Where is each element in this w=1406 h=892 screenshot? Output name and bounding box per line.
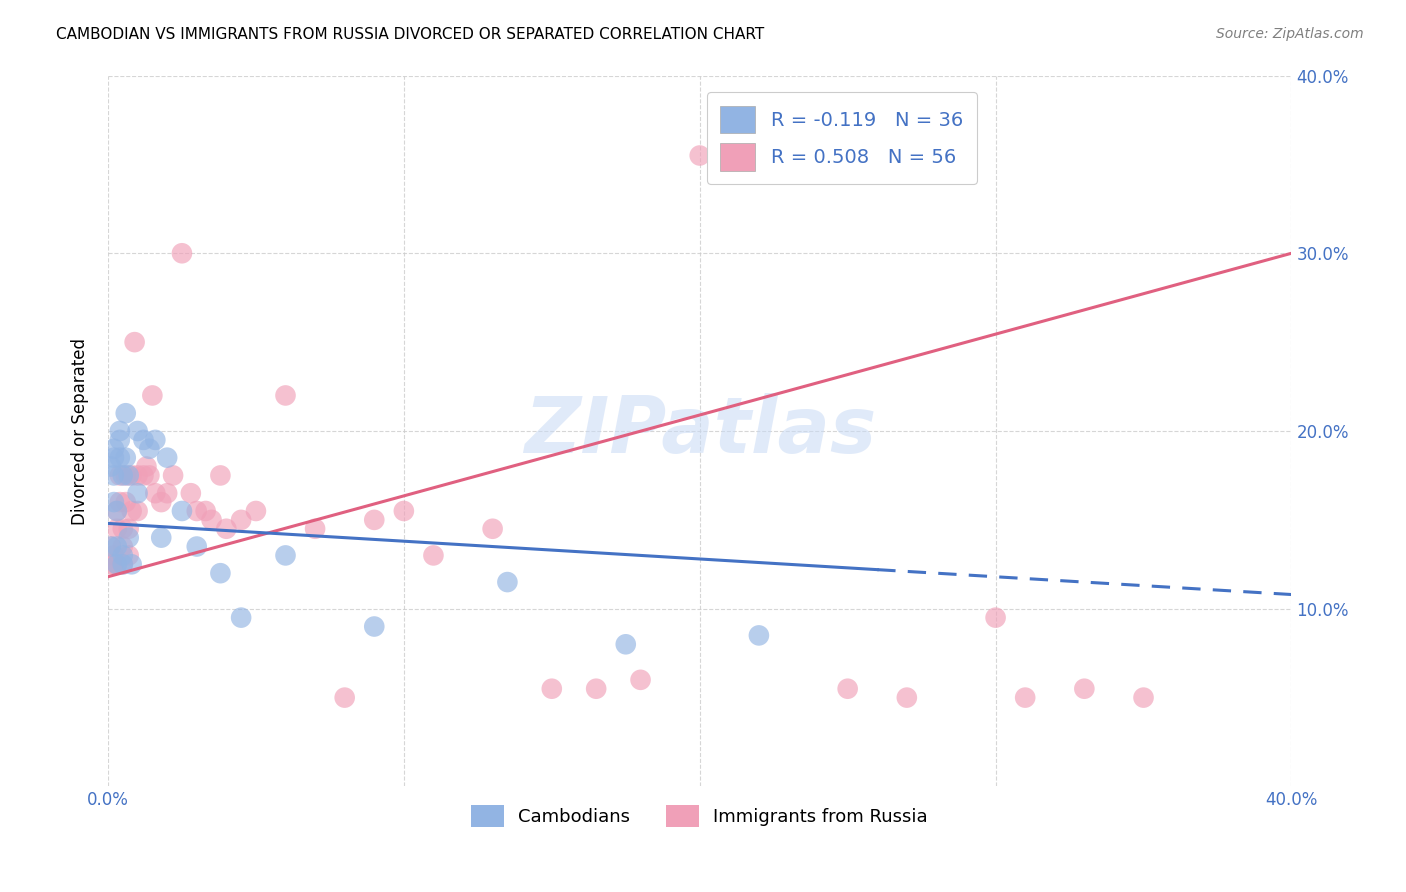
- Point: [231, 610, 253, 624]
- Point: [156, 486, 179, 500]
- Point: [143, 433, 166, 447]
- Point: [121, 504, 143, 518]
- Point: [105, 504, 128, 518]
- Point: [304, 522, 326, 536]
- Point: [1132, 690, 1154, 705]
- Point: [114, 450, 136, 465]
- Point: [121, 468, 143, 483]
- Point: [105, 558, 128, 572]
- Point: [132, 468, 155, 483]
- Point: [118, 522, 141, 536]
- Point: [111, 522, 134, 536]
- Point: [215, 522, 238, 536]
- Text: ZIPatlas: ZIPatlas: [523, 393, 876, 469]
- Point: [363, 513, 385, 527]
- Point: [333, 690, 356, 705]
- Point: [200, 513, 222, 527]
- Point: [274, 388, 297, 402]
- Point: [231, 513, 253, 527]
- Y-axis label: Divorced or Separated: Divorced or Separated: [72, 337, 89, 524]
- Point: [111, 468, 134, 483]
- Point: [108, 433, 131, 447]
- Point: [138, 468, 160, 483]
- Point: [689, 148, 711, 162]
- Point: [118, 549, 141, 563]
- Point: [630, 673, 652, 687]
- Point: [111, 549, 134, 563]
- Point: [143, 486, 166, 500]
- Point: [127, 504, 149, 518]
- Point: [614, 637, 637, 651]
- Point: [127, 424, 149, 438]
- Point: [103, 450, 125, 465]
- Point: [118, 531, 141, 545]
- Point: [105, 504, 128, 518]
- Point: [392, 504, 415, 518]
- Point: [170, 504, 193, 518]
- Point: [103, 549, 125, 563]
- Point: [105, 558, 128, 572]
- Point: [108, 495, 131, 509]
- Point: [105, 522, 128, 536]
- Point: [1073, 681, 1095, 696]
- Point: [1014, 690, 1036, 705]
- Point: [141, 388, 163, 402]
- Point: [170, 246, 193, 260]
- Point: [111, 540, 134, 554]
- Point: [180, 486, 202, 500]
- Point: [121, 558, 143, 572]
- Point: [748, 628, 770, 642]
- Point: [108, 450, 131, 465]
- Point: [156, 450, 179, 465]
- Point: [114, 495, 136, 509]
- Point: [194, 504, 217, 518]
- Point: [100, 558, 122, 572]
- Point: [274, 549, 297, 563]
- Point: [481, 522, 503, 536]
- Point: [186, 540, 208, 554]
- Point: [363, 619, 385, 633]
- Point: [111, 558, 134, 572]
- Point: [114, 406, 136, 420]
- Point: [837, 681, 859, 696]
- Point: [108, 424, 131, 438]
- Legend: Cambodians, Immigrants from Russia: Cambodians, Immigrants from Russia: [464, 797, 935, 834]
- Point: [132, 433, 155, 447]
- Point: [138, 442, 160, 456]
- Point: [496, 575, 519, 590]
- Point: [100, 540, 122, 554]
- Point: [896, 690, 918, 705]
- Point: [162, 468, 184, 483]
- Point: [209, 566, 232, 581]
- Point: [103, 558, 125, 572]
- Point: [114, 468, 136, 483]
- Point: [127, 486, 149, 500]
- Point: [100, 540, 122, 554]
- Point: [209, 468, 232, 483]
- Point: [103, 495, 125, 509]
- Point: [103, 468, 125, 483]
- Point: [118, 468, 141, 483]
- Point: [984, 610, 1007, 624]
- Point: [135, 459, 157, 474]
- Point: [150, 495, 173, 509]
- Point: [245, 504, 267, 518]
- Point: [124, 335, 146, 350]
- Point: [585, 681, 607, 696]
- Point: [186, 504, 208, 518]
- Point: [150, 531, 173, 545]
- Point: [100, 459, 122, 474]
- Point: [748, 139, 770, 153]
- Point: [105, 540, 128, 554]
- Text: Source: ZipAtlas.com: Source: ZipAtlas.com: [1216, 27, 1364, 41]
- Point: [422, 549, 444, 563]
- Point: [111, 558, 134, 572]
- Point: [540, 681, 562, 696]
- Text: CAMBODIAN VS IMMIGRANTS FROM RUSSIA DIVORCED OR SEPARATED CORRELATION CHART: CAMBODIAN VS IMMIGRANTS FROM RUSSIA DIVO…: [56, 27, 765, 42]
- Point: [108, 468, 131, 483]
- Point: [127, 468, 149, 483]
- Point: [103, 442, 125, 456]
